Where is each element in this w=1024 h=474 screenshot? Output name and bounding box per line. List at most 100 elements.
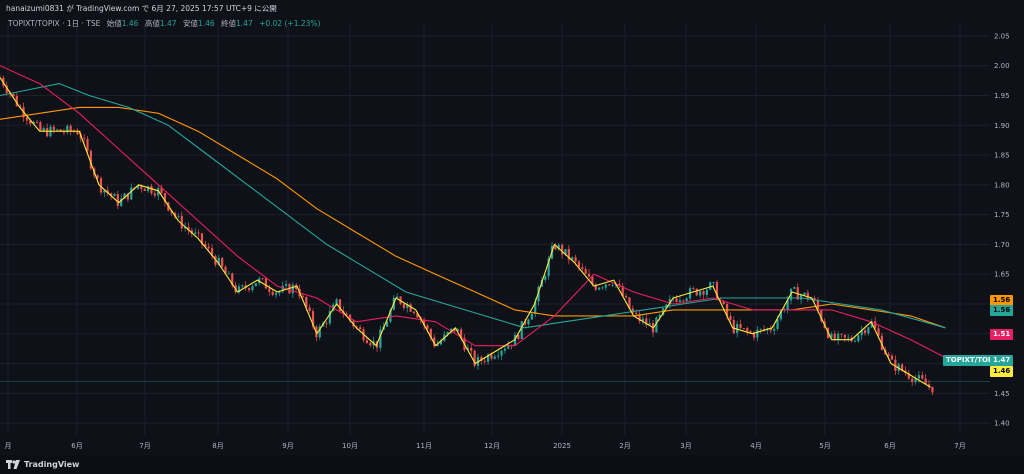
candle-body xyxy=(379,329,382,348)
candle-body xyxy=(150,186,153,194)
candle-body xyxy=(433,337,436,347)
candle-body xyxy=(833,333,836,340)
candle-body xyxy=(416,313,419,318)
candle-body xyxy=(369,343,372,346)
tradingview-logo-icon[interactable] xyxy=(6,460,20,469)
candle-body xyxy=(429,328,432,338)
candle-body xyxy=(591,276,594,285)
candle-body xyxy=(217,257,220,265)
x-tick-label: 6月 xyxy=(71,442,82,450)
candle-body xyxy=(35,122,39,123)
candle-body xyxy=(311,311,315,327)
candle-body xyxy=(197,232,200,234)
candle-body xyxy=(426,325,429,329)
publish-info: hanaizumi0831 が TradingView.com で 6月 27,… xyxy=(6,4,277,13)
candle-body xyxy=(338,299,342,312)
candle-body xyxy=(877,328,880,336)
time-axis[interactable]: 月 6月 7月 8月 9月 10月 11月 12月 2025 2月 3月 4月 5月 6月 7月 xyxy=(5,442,966,450)
candle-body xyxy=(547,258,550,277)
candle-body xyxy=(927,384,931,387)
candle-body xyxy=(237,286,241,293)
candle-body xyxy=(493,356,496,359)
candle-body xyxy=(702,291,705,295)
series-line-price xyxy=(0,77,931,388)
candle-body xyxy=(200,233,204,244)
candle-body xyxy=(621,286,624,297)
candle-body xyxy=(194,232,197,234)
candle-body xyxy=(608,284,611,286)
candle-body xyxy=(800,295,803,300)
candle-body xyxy=(56,129,59,131)
candle-body xyxy=(746,328,749,332)
candle-body xyxy=(147,186,150,192)
candle-body xyxy=(921,375,924,379)
candle-body xyxy=(638,313,641,322)
tag-ma-yellow: 1.46 xyxy=(990,366,1014,377)
legend-change: +0.02 (+1.23%) xyxy=(259,19,321,28)
candle-body xyxy=(571,257,574,260)
candle-body xyxy=(396,296,399,298)
candle-body xyxy=(692,288,695,289)
candle-body xyxy=(513,334,517,346)
x-tick-label: 3月 xyxy=(680,442,691,450)
tradingview-brand[interactable]: TradingView xyxy=(24,460,80,469)
candle-body xyxy=(685,298,688,301)
candle-body xyxy=(480,357,483,361)
candle-body xyxy=(486,354,490,362)
candle-body xyxy=(96,175,99,179)
candle-body xyxy=(25,117,29,121)
candle-body xyxy=(328,311,331,324)
candle-body xyxy=(860,330,863,336)
chart-canvas[interactable]: 2.052.001.951.901.851.801.751.701.651.60… xyxy=(0,0,1024,455)
candle-body xyxy=(894,359,897,371)
candle-body xyxy=(224,266,227,274)
candle-body xyxy=(887,354,890,356)
candle-body xyxy=(715,282,719,300)
y-tick-label: 1.75 xyxy=(994,211,1010,219)
y-tick-label: 1.95 xyxy=(994,92,1010,100)
series-line-ma_green xyxy=(0,83,946,329)
candle-body xyxy=(99,178,103,193)
symbol-legend: TOPIXT/TOPIX · 1日 · TSE 始値1.46 高値1.47 安値… xyxy=(8,18,320,29)
candle-body xyxy=(507,344,510,349)
candle-body xyxy=(32,122,35,124)
candle-body xyxy=(15,95,18,107)
y-tick-label: 1.45 xyxy=(994,390,1010,398)
candle-body xyxy=(456,329,459,332)
candle-body xyxy=(628,297,631,309)
candle-body xyxy=(221,257,224,267)
y-tick-label: 1.80 xyxy=(994,181,1010,189)
candle-body xyxy=(345,313,348,315)
x-tick-label: 4月 xyxy=(750,442,761,450)
candle-body xyxy=(291,284,294,294)
candle-body xyxy=(103,190,106,193)
candle-body xyxy=(675,298,678,302)
tag-ma-green: 1.56 xyxy=(990,305,1014,316)
candle-body xyxy=(793,287,796,289)
candle-body xyxy=(423,319,426,326)
candle-body xyxy=(914,378,917,383)
tag-last-price: 1.47 xyxy=(990,355,1014,366)
candle-body xyxy=(497,355,500,357)
candle-body xyxy=(806,292,809,300)
candle-body xyxy=(907,373,910,379)
candle-body xyxy=(76,131,79,135)
candle-body xyxy=(779,310,783,320)
legend-open-label: 始値 xyxy=(106,19,122,28)
candle-body xyxy=(853,341,857,343)
candle-body xyxy=(210,248,214,257)
candle-body xyxy=(274,293,278,295)
candle-body xyxy=(749,331,752,333)
candle-body xyxy=(466,347,469,350)
candle-body xyxy=(705,289,708,295)
footer-bar: TradingView xyxy=(0,455,1024,474)
candle-body xyxy=(810,297,813,300)
candle-body xyxy=(227,273,230,275)
candle-body xyxy=(268,288,271,292)
candle-body xyxy=(500,350,503,356)
candle-body xyxy=(116,194,119,206)
candle-body xyxy=(251,286,254,291)
candle-body xyxy=(473,350,476,366)
candle-body xyxy=(917,375,921,379)
candle-body xyxy=(29,120,32,124)
